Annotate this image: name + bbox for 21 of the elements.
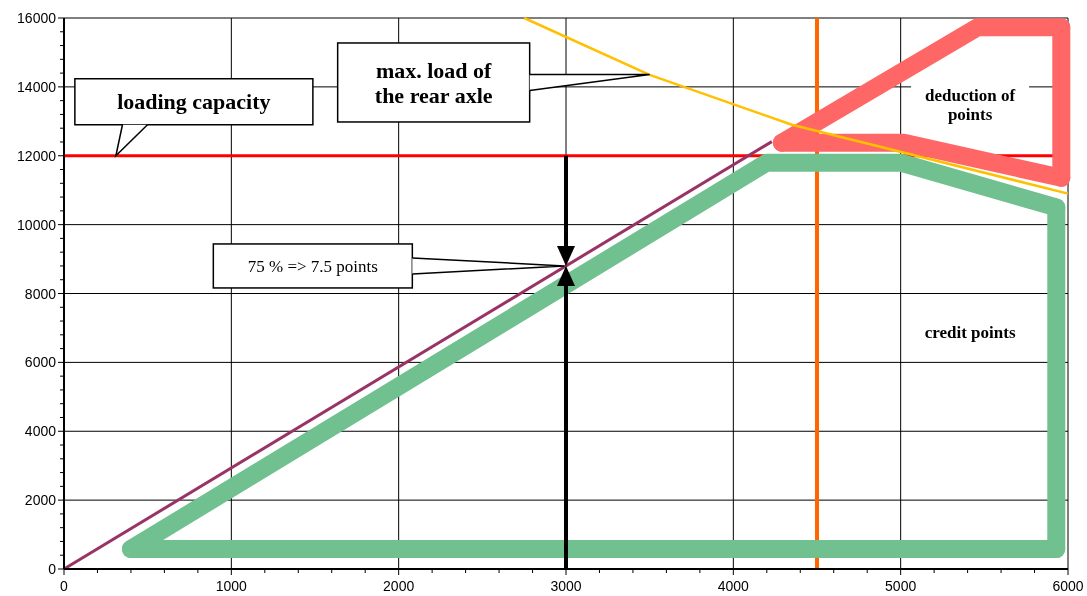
x-tick-label: 3000 <box>550 578 582 594</box>
annotation: deduction of points <box>925 85 1016 125</box>
annotation: credit points <box>924 322 1016 342</box>
y-tick-label: 14000 <box>17 78 57 95</box>
annotation: max. load of the rear axle <box>374 57 493 108</box>
x-tick-label: 4000 <box>717 578 750 594</box>
x-tick-label: 2000 <box>383 578 415 594</box>
y-tick-label: 8000 <box>24 285 57 302</box>
y-tick-label: 0 <box>48 561 57 577</box>
x-tick-label: 0 <box>60 578 69 594</box>
y-tick-label: 4000 <box>24 423 57 440</box>
y-tick-label: 6000 <box>24 354 57 371</box>
annotation: loading capacity <box>117 89 271 115</box>
y-tick-label: 16000 <box>17 10 57 26</box>
x-tick-label: 1000 <box>215 578 248 594</box>
x-tick-label: 6000 <box>1052 578 1084 594</box>
x-tick-label: 5000 <box>885 578 917 594</box>
y-tick-label: 10000 <box>17 216 57 233</box>
y-tick-label: 2000 <box>24 492 57 509</box>
annotation: 75 % => 7.5 points <box>247 256 378 276</box>
y-tick-label: 12000 <box>17 147 57 164</box>
